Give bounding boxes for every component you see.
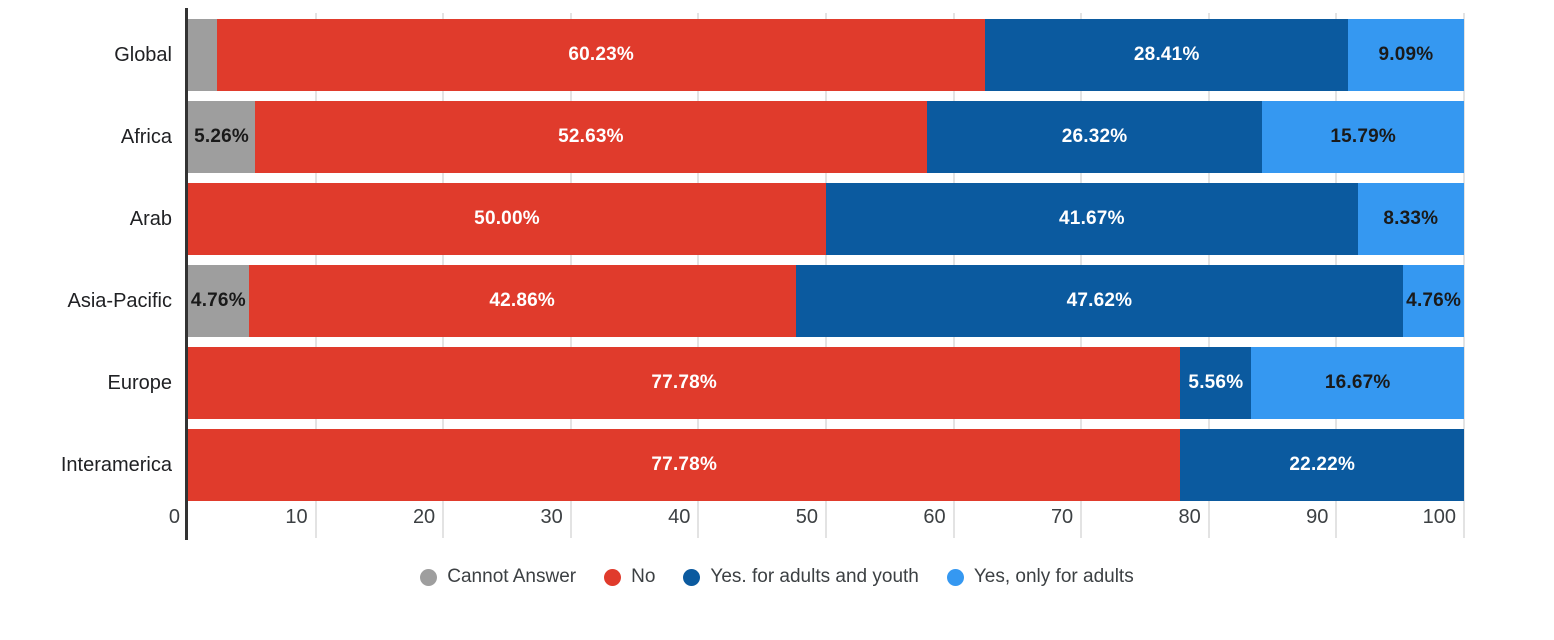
bar-segment-label: 5.56% — [1188, 372, 1244, 393]
category-label: Arab — [129, 208, 172, 230]
bar-segment-yes-only-for-adults[interactable]: 4.76% — [1403, 265, 1464, 337]
x-tick-label: 100 — [1422, 506, 1456, 528]
bar-segment-label: 77.78% — [651, 454, 718, 475]
bars-layer: 60.23% 28.41% 9.09% 5.26% 52.63% 26.32% 15.79%… — [188, 0, 1465, 540]
bar-segment-yes-only-for-adults[interactable]: 9.09% — [1347, 19, 1464, 91]
bar-segment-label: 4.76% — [190, 290, 246, 311]
x-tick-label: 50 — [795, 506, 818, 528]
bar-segment-label: 15.79% — [1330, 126, 1397, 147]
legend-label: Yes. for adults and youth — [710, 566, 919, 587]
bar-segment-cannot-answer[interactable] — [188, 19, 217, 91]
x-tick-label: 20 — [412, 506, 436, 528]
bar-segment-yes-only-for-adults[interactable]: 8.33% — [1357, 183, 1464, 255]
bar-segment-label: 50.00% — [474, 208, 540, 229]
legend-item-cannot-answer[interactable]: Cannot Answer — [420, 566, 576, 588]
legend-label: Yes, only for adults — [973, 566, 1134, 587]
bar-segment-yes-only-for-adults[interactable]: 15.79% — [1262, 101, 1464, 173]
x-tick-label: 40 — [668, 506, 691, 528]
bar-segment-yes-for-adults-and-youth[interactable]: 5.56% — [1180, 347, 1252, 419]
bar-segment-label: 42.86% — [489, 290, 555, 311]
bar-segment-no[interactable]: 50.00% — [188, 183, 826, 255]
bar-row: 60.23% 28.41% 9.09% — [188, 19, 1464, 91]
bar-segment-label: 28.41% — [1133, 44, 1200, 65]
bar-segment-no[interactable]: 77.78% — [188, 347, 1181, 419]
legend-label: No — [631, 566, 656, 587]
category-label: Asia-Pacific — [67, 290, 172, 312]
x-tick-label: 90 — [1306, 506, 1329, 528]
chart-legend: Cannot Answer No Yes. for adults and youth… — [0, 566, 1554, 588]
x-tick-label: 0 — [168, 506, 180, 528]
category-label: Interamerica — [60, 454, 172, 476]
bar-row: 4.76% 42.86% 47.62% 4.76% — [188, 265, 1464, 337]
bar-segment-label: 22.22% — [1289, 454, 1356, 475]
bar-segment-cannot-answer[interactable]: 4.76% — [188, 265, 249, 337]
bar-segment-yes-for-adults-and-youth[interactable]: 26.32% — [926, 101, 1263, 173]
category-label: Africa — [120, 126, 172, 148]
x-axis-labels-layer: 0 10 20 30 40 50 60 70 80 90 100 — [169, 506, 1464, 534]
legend-item-yes-for-adults-and-youth[interactable]: Yes. for adults and youth — [683, 566, 919, 588]
legend-swatch-cannot-answer — [420, 568, 438, 586]
bar-segment-cannot-answer[interactable]: 5.26% — [188, 101, 256, 173]
bar-segment-label: 5.26% — [194, 126, 249, 147]
bar-segment-no[interactable]: 60.23% — [216, 19, 986, 91]
x-tick-label: 60 — [923, 506, 946, 528]
bar-segment-label: 9.09% — [1378, 44, 1434, 65]
bar-row: 77.78% 5.56% 16.67% — [188, 347, 1465, 419]
legend-item-yes-only-for-adults[interactable]: Yes, only for adults — [946, 566, 1134, 588]
x-tick-label: 10 — [285, 506, 308, 528]
bar-segment-yes-for-adults-and-youth[interactable]: 47.62% — [795, 265, 1404, 337]
bar-segment-yes-for-adults-and-youth[interactable]: 28.41% — [985, 19, 1348, 91]
bar-segment-label: 16.67% — [1324, 372, 1391, 393]
bar-segment-no[interactable]: 52.63% — [255, 101, 927, 173]
x-tick-label: 80 — [1178, 506, 1201, 528]
bar-segment-label: 60.23% — [568, 44, 635, 65]
bar-segment-label: 4.76% — [1406, 290, 1462, 311]
bar-segment-label: 41.67% — [1059, 208, 1125, 229]
x-tick-label: 30 — [540, 506, 563, 528]
bar-segment-yes-for-adults-and-youth[interactable]: 22.22% — [1180, 429, 1464, 501]
x-tick-label: 70 — [1050, 506, 1074, 528]
bar-segment-label: 77.78% — [651, 372, 718, 393]
legend-item-no[interactable]: No — [604, 566, 655, 588]
bar-segment-label: 52.63% — [558, 126, 624, 147]
y-axis-line — [185, 8, 188, 540]
bar-segment-no[interactable]: 42.86% — [248, 265, 796, 337]
legend-swatch-yes-only-for-adults — [946, 568, 964, 586]
bar-segment-label: 8.33% — [1383, 208, 1439, 229]
bar-row: 50.00% 41.67% 8.33% — [188, 183, 1464, 255]
category-labels-layer: Global Africa Arab Asia-Pacific Europe Intera… — [0, 0, 172, 540]
category-label: Global — [114, 44, 172, 66]
gridline — [1463, 13, 1465, 538]
category-label: Europe — [107, 372, 173, 394]
bar-segment-label: 47.62% — [1066, 290, 1133, 311]
bar-segment-yes-only-for-adults[interactable]: 16.67% — [1251, 347, 1465, 419]
bar-row: 5.26% 52.63% 26.32% 15.79% — [188, 101, 1464, 173]
bar-segment-yes-for-adults-and-youth[interactable]: 41.67% — [826, 183, 1358, 255]
legend-swatch-no — [604, 568, 622, 586]
legend-label: Cannot Answer — [447, 566, 577, 587]
bar-row: 77.78% 22.22% — [188, 429, 1464, 501]
bar-segment-no[interactable]: 77.78% — [188, 429, 1181, 501]
bar-segment-label: 26.32% — [1061, 126, 1128, 147]
legend-swatch-yes-for-adults-and-youth — [683, 568, 701, 586]
